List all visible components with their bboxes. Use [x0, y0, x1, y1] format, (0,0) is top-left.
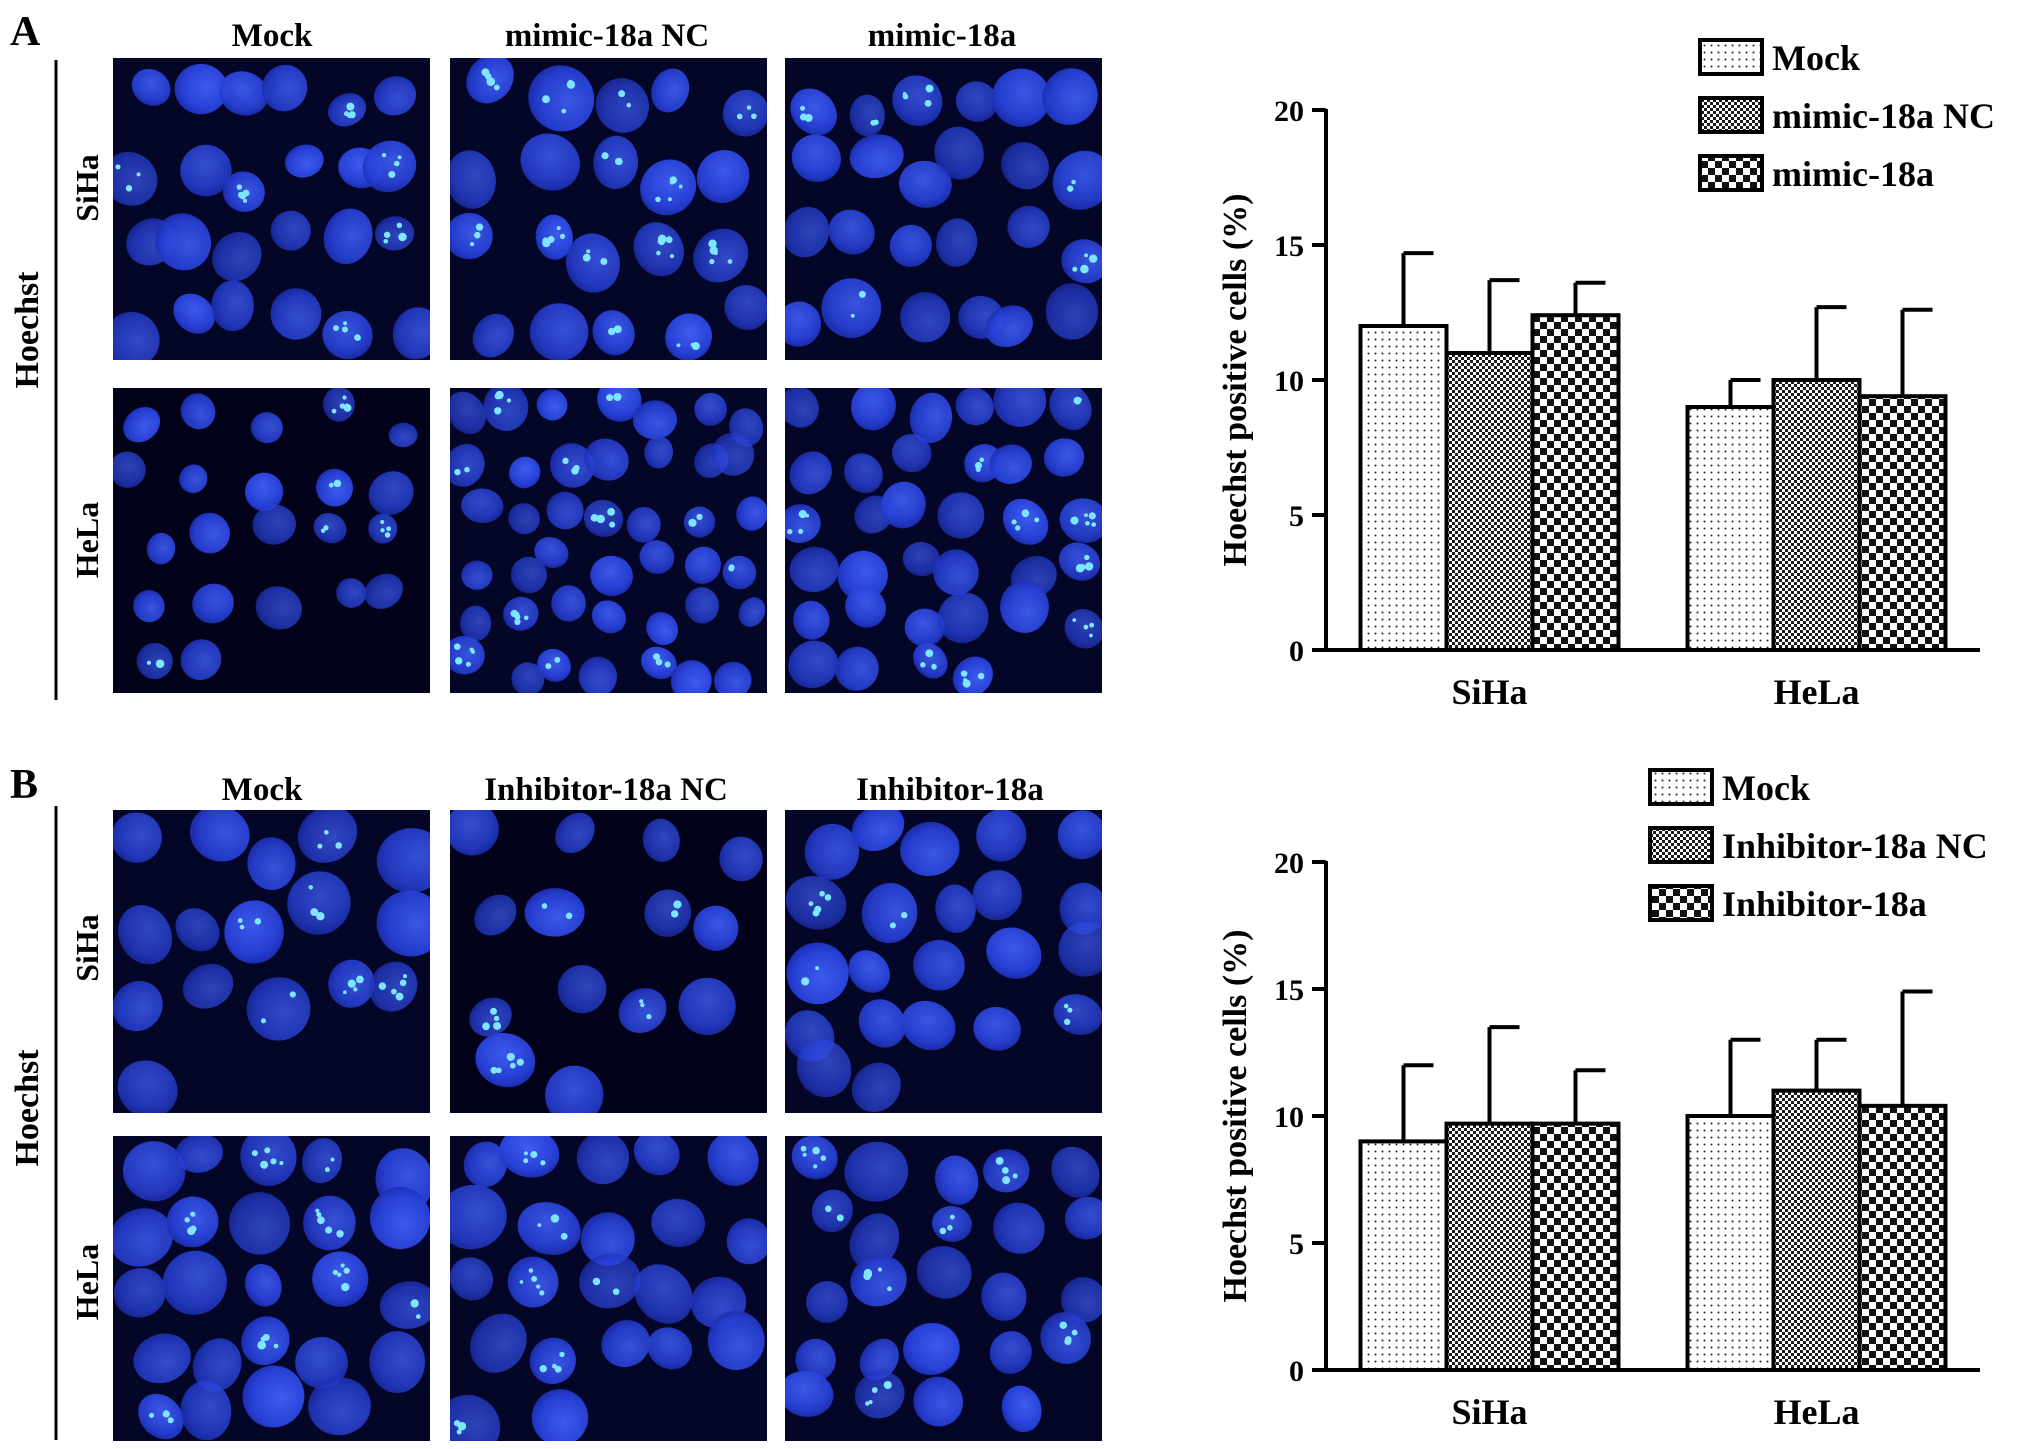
panel-letter: A	[10, 9, 41, 55]
bar-chart-b: 0 5 10 15 20 Hoechst positive cells (%) SiHa He…	[1217, 768, 1988, 1432]
row-label-hela: HeLa	[69, 1244, 105, 1320]
bar-hela-0	[1685, 405, 1776, 652]
micrograph-siha-nc	[450, 810, 767, 1113]
y-tick-label: 20	[1274, 95, 1304, 128]
micrograph-hela-nc	[450, 388, 767, 693]
panel-b: B Hoechst Mock Inhibitor-18a NC Inhibito…	[9, 762, 1102, 1441]
row-label-hela: HeLa	[69, 502, 105, 578]
bar-siha-1	[1444, 1121, 1535, 1372]
legend-label: Mock	[1722, 768, 1810, 808]
micrograph-hela-mock	[113, 1136, 430, 1441]
bar-siha-2	[1530, 313, 1621, 652]
panel-letter: B	[10, 762, 38, 808]
column-header-mock: Mock	[232, 18, 313, 54]
column-header-treatment: Inhibitor-18a	[856, 772, 1044, 808]
bar-hela-2	[1857, 394, 1948, 653]
panel-a: A Hoechst Mock mimic-18a NC mimic-18a Si…	[9, 9, 1102, 700]
legend-swatch	[1648, 826, 1714, 864]
micrograph-hela-mock	[113, 388, 430, 693]
column-header-nc: Inhibitor-18a NC	[484, 772, 728, 808]
legend-label: Inhibitor-18a NC	[1722, 826, 1988, 866]
bar-hela-0	[1685, 1114, 1776, 1372]
legend-swatch	[1698, 96, 1764, 134]
x-tick-label: HeLa	[1774, 1392, 1860, 1432]
legend-label: mimic-18a NC	[1772, 96, 1995, 136]
legend-swatch	[1648, 884, 1714, 922]
micrograph-hela-treatment	[785, 388, 1102, 693]
bar-chart-a: 0 5 10 15 20 Hoechst positive cells (%) SiHa He…	[1217, 38, 1995, 712]
micrograph-siha-treatment	[785, 810, 1102, 1113]
x-tick-label: SiHa	[1451, 672, 1527, 712]
bar-hela-2	[1857, 1103, 1948, 1372]
row-label-siha: SiHa	[69, 154, 105, 222]
legend-label: Mock	[1772, 38, 1860, 78]
micrograph-siha-mock	[113, 58, 430, 360]
row-label-siha: SiHa	[69, 914, 105, 982]
y-axis-label: Hoechst positive cells (%)	[1217, 930, 1254, 1303]
y-tick-label: 15	[1274, 974, 1304, 1007]
y-tick-label: 5	[1289, 500, 1304, 533]
x-tick-label: HeLa	[1774, 672, 1860, 712]
y-tick-label: 10	[1274, 1101, 1304, 1134]
bar-hela-1	[1771, 378, 1862, 652]
micrograph-siha-treatment	[785, 58, 1102, 360]
y-tick-label: 5	[1289, 1228, 1304, 1261]
x-tick-label: SiHa	[1451, 1392, 1527, 1432]
y-axis-label: Hoechst positive cells (%)	[1217, 194, 1254, 567]
bar-siha-2	[1530, 1121, 1621, 1372]
micrograph-hela-nc	[450, 1136, 767, 1441]
y-tick-label: 0	[1289, 635, 1304, 668]
column-header-mock: Mock	[222, 772, 303, 808]
y-tick-label: 20	[1274, 847, 1304, 880]
stain-label: Hoechst	[9, 271, 46, 389]
legend-label: Inhibitor-18a	[1722, 884, 1927, 924]
column-header-treatment: mimic-18a	[868, 18, 1016, 54]
legend-swatch	[1648, 768, 1714, 806]
bar-siha-1	[1444, 351, 1535, 652]
column-header-nc: mimic-18a NC	[505, 18, 709, 54]
y-tick-label: 0	[1289, 1355, 1304, 1388]
stain-label: Hoechst	[9, 1049, 46, 1167]
micrograph-hela-treatment	[785, 1136, 1102, 1441]
bar-siha-0	[1358, 324, 1449, 652]
legend-swatch	[1698, 38, 1764, 76]
legend-label: mimic-18a	[1772, 154, 1934, 194]
y-tick-label: 15	[1274, 230, 1304, 263]
bar-siha-0	[1358, 1139, 1449, 1373]
y-tick-label: 10	[1274, 365, 1304, 398]
bar-hela-1	[1771, 1088, 1862, 1372]
micrograph-siha-mock	[113, 810, 430, 1113]
micrograph-siha-nc	[450, 58, 767, 360]
legend-swatch	[1698, 154, 1764, 192]
